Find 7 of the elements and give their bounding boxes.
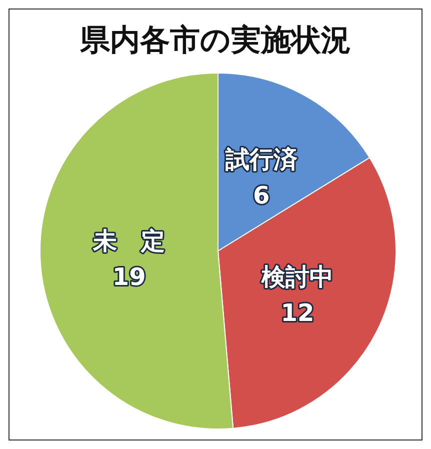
data-label: 19 bbox=[112, 262, 146, 291]
data-label: 6 bbox=[253, 181, 270, 210]
slice-label: 検討中 bbox=[260, 263, 334, 292]
slice-label: 試行済 bbox=[224, 145, 298, 174]
chart-title: 県内各市の実施状況 bbox=[79, 23, 351, 58]
slice-label: 未 定 bbox=[92, 226, 166, 255]
data-label: 12 bbox=[280, 299, 314, 328]
